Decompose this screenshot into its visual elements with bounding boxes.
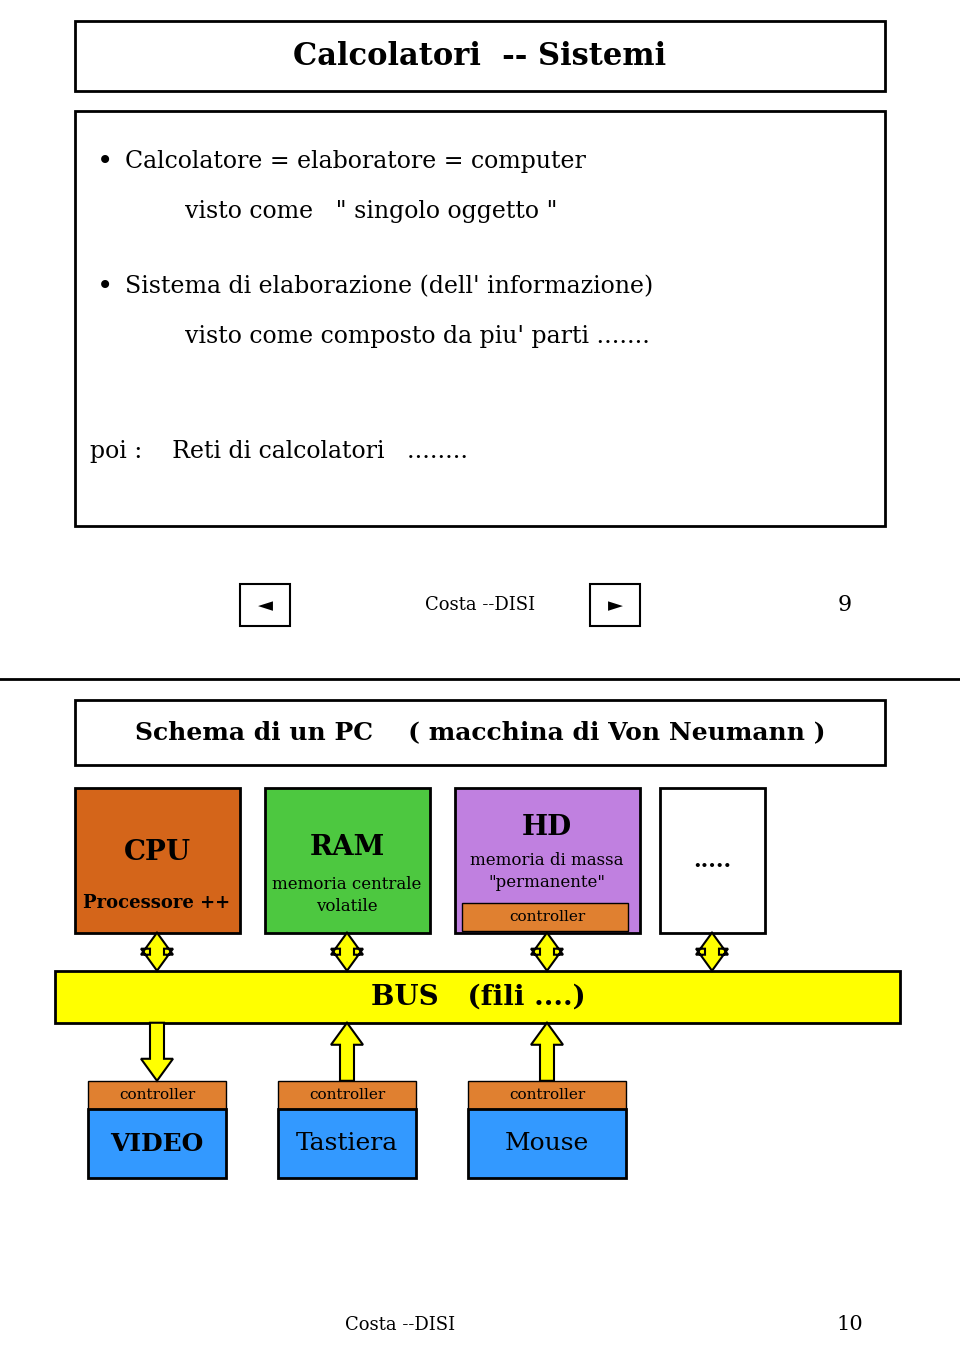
Bar bbox=[88, 1081, 226, 1109]
Text: Calcolatore = elaboratore = computer: Calcolatore = elaboratore = computer bbox=[125, 150, 586, 173]
Bar bbox=[462, 902, 628, 931]
Polygon shape bbox=[531, 1022, 563, 1081]
Text: HD: HD bbox=[522, 814, 572, 841]
Text: 9: 9 bbox=[838, 594, 852, 616]
Text: memoria di massa: memoria di massa bbox=[470, 852, 624, 870]
Bar bbox=[55, 970, 900, 1022]
Text: Sistema di elaborazione (dell' informazione): Sistema di elaborazione (dell' informazi… bbox=[125, 275, 653, 297]
Text: Tastiera: Tastiera bbox=[296, 1133, 398, 1156]
Polygon shape bbox=[141, 1022, 173, 1081]
Text: CPU: CPU bbox=[124, 840, 191, 866]
Polygon shape bbox=[531, 932, 563, 970]
Bar bbox=[468, 1081, 626, 1109]
Text: ►: ► bbox=[608, 596, 622, 615]
Text: poi :    Reti di calcolatori   ........: poi : Reti di calcolatori ........ bbox=[90, 440, 468, 463]
Text: Calcolatori  -- Sistemi: Calcolatori -- Sistemi bbox=[294, 41, 666, 71]
Text: Costa --DISI: Costa --DISI bbox=[425, 597, 535, 615]
Text: 10: 10 bbox=[836, 1315, 863, 1334]
Bar bbox=[455, 788, 640, 932]
Bar bbox=[75, 788, 240, 932]
Text: controller: controller bbox=[509, 1088, 586, 1101]
Bar bbox=[590, 585, 640, 627]
Text: VIDEO: VIDEO bbox=[110, 1131, 204, 1156]
Bar bbox=[75, 20, 885, 91]
Bar bbox=[75, 110, 885, 526]
Text: Mouse: Mouse bbox=[505, 1133, 589, 1156]
Text: "permanente": "permanente" bbox=[489, 874, 606, 891]
Text: visto come composto da piu' parti .......: visto come composto da piu' parti ......… bbox=[185, 324, 650, 348]
Polygon shape bbox=[141, 932, 173, 970]
Text: •: • bbox=[97, 273, 113, 300]
Text: memoria centrale: memoria centrale bbox=[273, 876, 421, 893]
Bar bbox=[240, 585, 290, 627]
Bar bbox=[88, 1109, 226, 1178]
Text: .....: ..... bbox=[693, 849, 732, 871]
Text: ◄: ◄ bbox=[257, 596, 273, 615]
Polygon shape bbox=[696, 932, 728, 970]
Text: controller: controller bbox=[119, 1088, 195, 1101]
Text: BUS   (fili ....): BUS (fili ....) bbox=[371, 983, 586, 1010]
Bar bbox=[660, 788, 765, 932]
Text: RAM: RAM bbox=[309, 834, 385, 861]
Bar bbox=[278, 1081, 416, 1109]
Text: •: • bbox=[97, 147, 113, 174]
Bar bbox=[468, 1109, 626, 1178]
Text: Processore ++: Processore ++ bbox=[84, 894, 230, 912]
Polygon shape bbox=[331, 1022, 363, 1081]
Text: controller: controller bbox=[309, 1088, 385, 1101]
Bar bbox=[265, 788, 430, 932]
Bar bbox=[75, 699, 885, 765]
Text: Costa --DISI: Costa --DISI bbox=[345, 1315, 455, 1334]
Text: controller: controller bbox=[509, 909, 586, 924]
Text: visto come   " singolo oggetto ": visto come " singolo oggetto " bbox=[185, 199, 558, 222]
Polygon shape bbox=[331, 932, 363, 970]
Text: volatile: volatile bbox=[316, 898, 378, 915]
Bar bbox=[278, 1109, 416, 1178]
Text: Schema di un PC    ( macchina di Von Neumann ): Schema di un PC ( macchina di Von Neuman… bbox=[134, 721, 826, 744]
